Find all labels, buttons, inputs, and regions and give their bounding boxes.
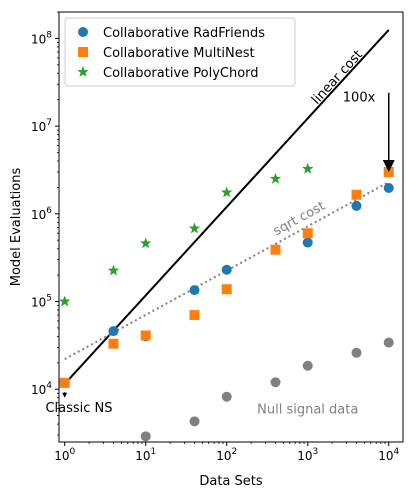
x-tick-label: 101 — [135, 447, 156, 463]
y-tick-label: 108 — [31, 30, 52, 46]
data-point — [221, 284, 232, 295]
x-tick-label: 103 — [297, 447, 318, 463]
data-point — [383, 337, 394, 348]
y-axis-label: Model Evaluations — [9, 168, 24, 287]
data-point — [189, 310, 200, 321]
data-point — [140, 431, 151, 442]
data-point — [351, 347, 362, 358]
x-axis-label: Data Sets — [199, 474, 263, 489]
data-point — [270, 244, 281, 255]
data-point — [221, 186, 233, 198]
data-point — [302, 162, 314, 174]
data-point — [108, 338, 119, 349]
arrows — [62, 92, 395, 398]
data-point — [221, 264, 232, 275]
legend-marker — [78, 27, 88, 37]
data-points — [59, 162, 394, 442]
data-point — [108, 326, 119, 337]
annotation: Classic NS — [45, 401, 112, 416]
data-point — [59, 295, 71, 307]
y-tick-label: 107 — [31, 118, 52, 134]
arrow-head — [62, 392, 68, 398]
linear-cost-line — [63, 29, 390, 385]
y-tick-label: 105 — [31, 293, 52, 309]
data-point — [351, 189, 362, 200]
data-point — [140, 237, 152, 249]
data-point — [107, 264, 120, 276]
legend-label: Collaborative RadFriends — [103, 26, 265, 41]
arrow-head — [382, 159, 395, 172]
annotation: 100x — [343, 91, 376, 106]
x-axis-ticks: 100 101 102 103 104 — [54, 442, 400, 463]
y-axis-ticks: 104 105 106 107 108 — [31, 11, 59, 436]
sqrt-cost-line — [64, 181, 390, 361]
data-point — [302, 228, 313, 239]
data-point — [221, 391, 232, 402]
legend-marker — [77, 66, 89, 77]
data-point — [302, 237, 313, 248]
legend-label: Collaborative PolyChord — [103, 66, 259, 81]
x-tick-label: 100 — [54, 447, 75, 463]
data-point — [188, 222, 201, 234]
x-tick-label: 104 — [378, 447, 399, 463]
data-point — [351, 200, 362, 211]
data-point — [269, 172, 282, 184]
data-point — [189, 416, 200, 427]
x-tick-label: 102 — [216, 447, 237, 463]
y-tick-label: 104 — [31, 381, 52, 397]
data-point — [189, 285, 200, 296]
data-point — [270, 377, 281, 388]
annotation: Null signal data — [257, 402, 358, 417]
data-point — [383, 182, 394, 193]
y-tick-label: 106 — [31, 206, 52, 222]
data-point — [302, 360, 313, 371]
data-point — [140, 330, 151, 341]
legend-label: Collaborative MultiNest — [103, 46, 255, 61]
annotations: 100x Classic NS Null signal data — [45, 91, 375, 418]
legend-box — [64, 17, 296, 87]
data-point — [59, 377, 70, 388]
legend-marker — [78, 47, 88, 57]
legend: Collaborative RadFriends Collaborative Mu… — [64, 17, 296, 87]
